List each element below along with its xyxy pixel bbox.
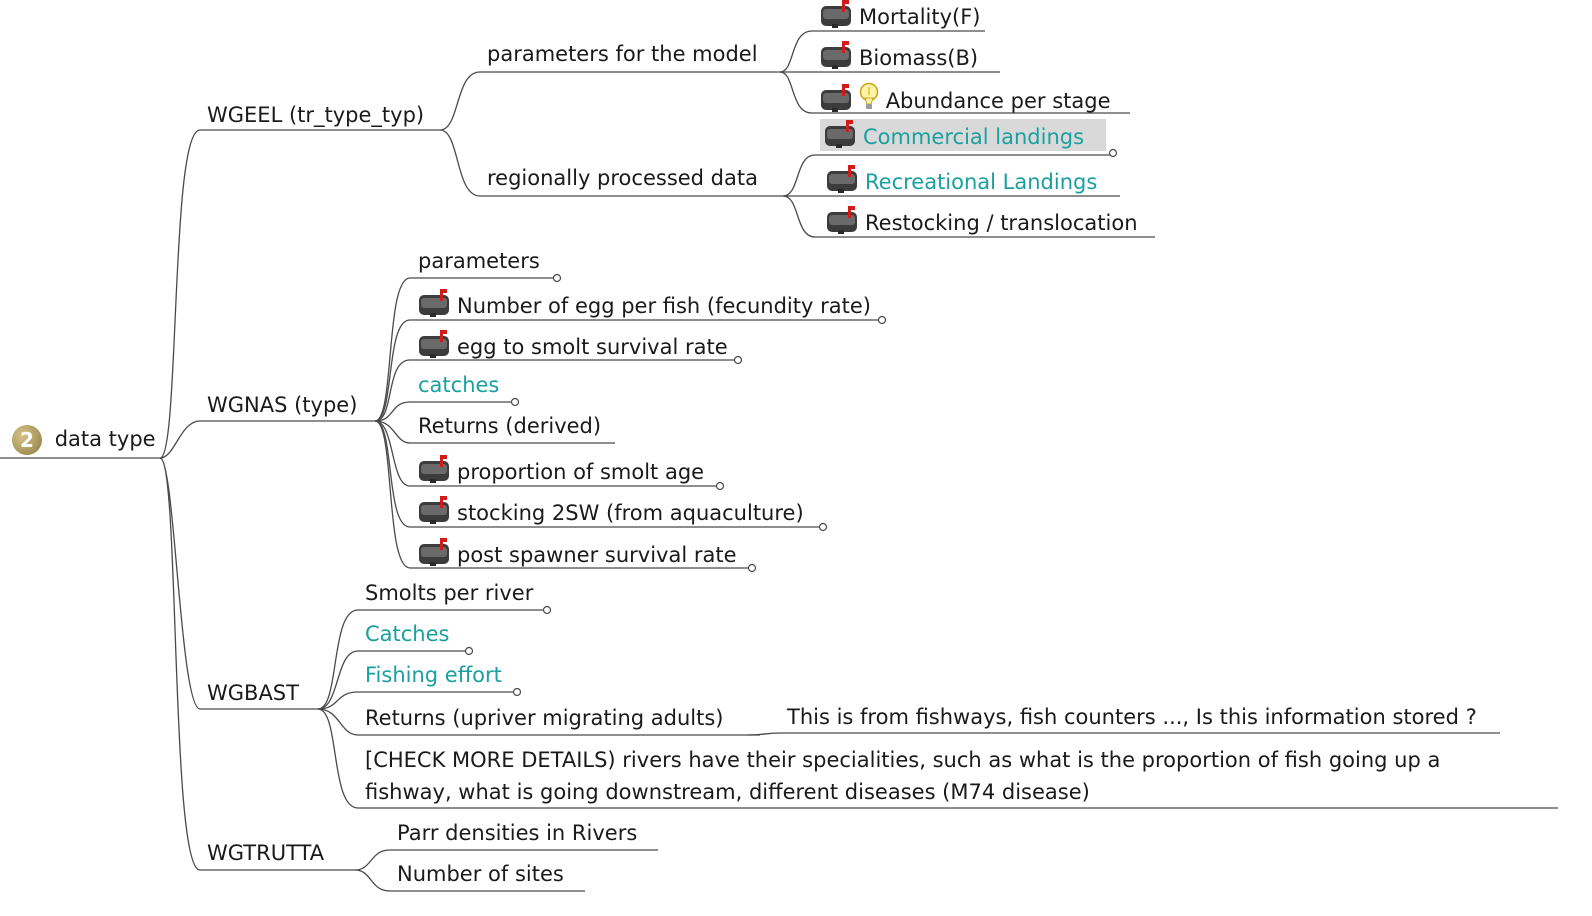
mortality-node[interactable]: Mortality(F)	[820, 0, 981, 30]
mailbox-icon	[418, 289, 450, 317]
check-more-details-node[interactable]: [CHECK MORE DETAILS) rivers have their s…	[365, 748, 1441, 804]
mailbox-icon	[820, 84, 852, 112]
commercial-landings-label: Commercial landings	[863, 125, 1085, 149]
wgtrutta-node[interactable]: WGTRUTTA	[207, 841, 325, 865]
mailbox-icon	[418, 330, 450, 358]
commercial-landings-node[interactable]: Commercial landings	[820, 119, 1107, 151]
wgeel-parameters-for-model-node[interactable]: parameters for the model	[487, 42, 758, 66]
mailbox-icon	[824, 120, 856, 148]
recreational-landings-node[interactable]: Recreational Landings	[826, 165, 1097, 195]
mailbox-icon	[418, 538, 450, 566]
mailbox-icon	[418, 496, 450, 524]
biomass-node[interactable]: Biomass(B)	[820, 41, 978, 71]
mailbox-icon	[820, 0, 852, 28]
abundance-label: Abundance per stage	[885, 89, 1111, 113]
abundance-per-stage-node[interactable]: Abundance per stage	[820, 82, 1111, 114]
wgeel-regionally-processed-node[interactable]: regionally processed data	[487, 166, 758, 190]
stocking-label: stocking 2SW (from aquaculture)	[457, 501, 804, 525]
restocking-node[interactable]: Restocking / translocation	[826, 206, 1138, 236]
root-node[interactable]: 2 data type	[12, 425, 156, 455]
wgnas-parameters-node[interactable]: parameters	[418, 249, 540, 273]
fecundity-rate-node[interactable]: Number of egg per fish (fecundity rate)	[418, 289, 871, 319]
parr-densities-node[interactable]: Parr densities in Rivers	[397, 821, 638, 845]
wgeel-node[interactable]: WGEEL (tr_type_typ)	[207, 103, 425, 127]
fishing-effort-node[interactable]: Fishing effort	[365, 663, 502, 687]
egg-to-smolt-label: egg to smolt survival rate	[457, 335, 728, 359]
returns-derived-node[interactable]: Returns (derived)	[418, 414, 602, 438]
stocking-2sw-node[interactable]: stocking 2SW (from aquaculture)	[418, 496, 804, 526]
mailbox-icon	[418, 455, 450, 483]
egg-to-smolt-node[interactable]: egg to smolt survival rate	[418, 330, 728, 360]
mailbox-icon	[826, 165, 858, 193]
wgnas-catches-node[interactable]: catches	[418, 373, 500, 397]
priority-2-icon: 2	[12, 425, 42, 455]
wgnas-node[interactable]: WGNAS (type)	[207, 393, 358, 417]
post-spawner-label: post spawner survival rate	[457, 543, 737, 567]
smolt-age-label: proportion of smolt age	[457, 460, 705, 484]
returns-upriver-node[interactable]: Returns (upriver migrating adults)	[365, 706, 724, 730]
mortality-label: Mortality(F)	[859, 5, 981, 29]
recreational-landings-label: Recreational Landings	[865, 170, 1098, 194]
fecundity-label: Number of egg per fish (fecundity rate)	[457, 294, 871, 318]
biomass-label: Biomass(B)	[859, 46, 979, 70]
number-of-sites-node[interactable]: Number of sites	[397, 862, 564, 886]
smolts-per-river-node[interactable]: Smolts per river	[365, 581, 534, 605]
wgbast-node[interactable]: WGBAST	[207, 681, 299, 705]
post-spawner-node[interactable]: post spawner survival rate	[418, 538, 737, 568]
returns-note-node[interactable]: This is from fishways, fish counters ...…	[787, 705, 1477, 729]
lightbulb-icon	[859, 82, 879, 112]
mailbox-icon	[820, 41, 852, 69]
restocking-label: Restocking / translocation	[865, 211, 1138, 235]
wgbast-catches-node[interactable]: Catches	[365, 622, 450, 646]
root-label: data type	[54, 427, 156, 451]
mailbox-icon	[826, 206, 858, 234]
smolt-age-node[interactable]: proportion of smolt age	[418, 455, 704, 485]
